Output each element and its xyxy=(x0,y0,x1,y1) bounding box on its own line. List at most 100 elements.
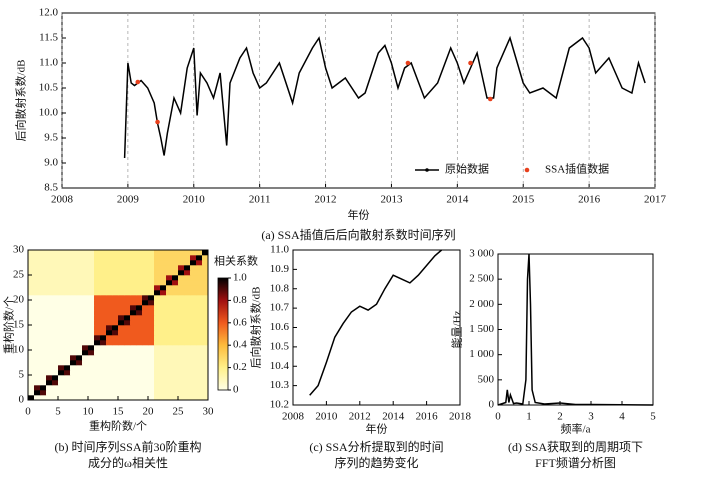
heat-cell xyxy=(28,355,35,361)
heat-cell xyxy=(196,380,203,386)
heat-cell xyxy=(64,305,71,311)
heat-cell xyxy=(40,390,47,396)
heat-cell xyxy=(202,255,209,261)
heat-cell xyxy=(94,375,101,381)
heat-cell xyxy=(100,335,107,341)
heat-cell xyxy=(166,295,173,301)
heat-cell xyxy=(40,395,47,401)
heat-cell xyxy=(88,310,95,316)
heat-cell xyxy=(130,350,137,356)
heat-cell xyxy=(34,275,41,281)
heat-cell xyxy=(106,360,113,366)
heat-cell xyxy=(94,350,101,356)
heat-cell xyxy=(118,375,125,381)
heat-cell xyxy=(28,310,35,316)
heat-cell xyxy=(82,350,89,356)
heat-cell xyxy=(82,340,89,346)
heat-cell xyxy=(184,295,191,301)
heat-cell xyxy=(196,265,203,271)
heat-cell xyxy=(82,330,89,336)
heat-cell xyxy=(76,300,83,306)
heat-cell xyxy=(28,375,35,381)
heat-cell xyxy=(124,310,131,316)
heat-cell xyxy=(148,330,155,336)
heat-cell xyxy=(76,365,83,371)
heat-cell xyxy=(88,375,95,381)
heat-cell xyxy=(136,365,143,371)
heat-cell xyxy=(184,285,191,291)
heat-cell xyxy=(196,290,203,296)
heat-cell xyxy=(46,390,53,396)
y-tick-label: 30 xyxy=(13,244,25,256)
y-tick-label: 10.5 xyxy=(270,340,290,352)
heat-cell xyxy=(202,340,209,346)
heat-cell xyxy=(52,300,59,306)
heat-cell xyxy=(106,380,113,386)
heat-cell xyxy=(190,365,197,371)
heat-cell xyxy=(178,255,185,261)
heat-cell xyxy=(196,330,203,336)
heat-cell xyxy=(148,345,155,351)
heat-cell xyxy=(142,385,149,391)
heat-cell xyxy=(58,325,65,331)
heat-cell xyxy=(118,290,125,296)
heat-cell xyxy=(154,330,161,336)
heat-cell xyxy=(52,385,59,391)
heat-cell xyxy=(184,290,191,296)
heat-cell xyxy=(100,300,107,306)
heat-cell xyxy=(34,320,41,326)
heat-cell xyxy=(64,360,71,366)
heat-cell xyxy=(160,375,167,381)
heat-cell xyxy=(52,310,59,316)
heat-cell xyxy=(190,330,197,336)
heat-cell xyxy=(94,285,101,291)
heat-cell xyxy=(76,345,83,351)
heat-cell xyxy=(184,250,191,256)
legend-marker xyxy=(524,167,530,173)
heat-cell xyxy=(64,260,71,266)
heat-cell xyxy=(136,390,143,396)
heat-cell xyxy=(52,265,59,271)
heat-cell xyxy=(130,365,137,371)
heat-cell xyxy=(178,305,185,311)
heat-cell xyxy=(106,305,113,311)
heat-cell xyxy=(76,295,83,301)
heat-cell xyxy=(52,295,59,301)
heat-cell xyxy=(40,250,47,256)
heat-cell xyxy=(124,260,131,266)
heat-cell xyxy=(130,295,137,301)
heat-cell xyxy=(28,285,35,291)
heat-cell xyxy=(118,270,125,276)
heat-cell xyxy=(28,335,35,341)
heat-cell xyxy=(82,375,89,381)
heat-cell xyxy=(154,255,161,261)
heat-cell xyxy=(94,335,101,341)
heat-cell xyxy=(112,365,119,371)
caption: (d) SSA获取到的周期项下 xyxy=(508,439,643,454)
heat-cell xyxy=(160,315,167,321)
heat-cell xyxy=(46,285,53,291)
heat-cell xyxy=(100,265,107,271)
heat-cell xyxy=(118,385,125,391)
heat-cell xyxy=(52,395,59,401)
y-tick-label: 9.0 xyxy=(44,157,58,169)
heat-cell xyxy=(58,370,65,376)
y-axis-label: 后向散射系数/dB xyxy=(249,287,263,369)
heat-cell xyxy=(118,345,125,351)
x-tick-label: 2014 xyxy=(446,194,469,206)
y-tick-label: 0 xyxy=(19,394,25,406)
heat-cell xyxy=(94,270,101,276)
heat-cell xyxy=(142,395,149,401)
heat-cell xyxy=(94,265,101,271)
heat-cell xyxy=(94,365,101,371)
heat-cell xyxy=(190,260,197,266)
heat-cell xyxy=(34,330,41,336)
colorbar-tick-label: 1.0 xyxy=(233,272,247,284)
heat-cell xyxy=(166,255,173,261)
heat-cell xyxy=(178,365,185,371)
heat-cell xyxy=(46,385,53,391)
heat-cell xyxy=(106,255,113,261)
heat-cell xyxy=(52,305,59,311)
heat-cell xyxy=(142,370,149,376)
heat-cell xyxy=(148,380,155,386)
